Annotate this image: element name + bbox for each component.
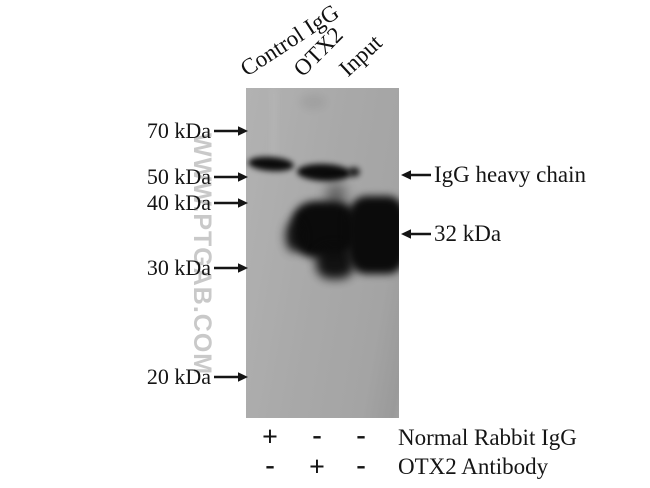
band-lane2-left-nub [285,221,302,252]
annot-arrow-32kda-left-icon [401,229,431,239]
mw-label-70kda: 70 kDa [146,118,211,143]
blot-membrane [246,88,399,418]
matrix-row1-lane3-minus: - [356,420,366,451]
annot-arrow-igg-left-icon [401,170,431,180]
mw-arrow-30kda-right-icon [214,263,248,273]
annot-label-igg-heavy-chain: IgG heavy chain [434,162,586,187]
mw-arrow-20kda-right-icon [214,372,248,382]
annot-label-32kda: 32 kDa [434,221,502,246]
matrix-row2-lane2-plus: + [309,452,325,483]
band-lane3-32kda [347,196,399,274]
matrix-row2-lane1-minus: - [265,450,275,481]
watermark: WWW.PTGAB.COM [188,132,216,376]
matrix-row2-lane3-minus: - [356,450,366,481]
mw-arrow-40kda-right-icon [214,198,248,208]
mw-label-30kda: 30 kDa [146,255,211,280]
matrix-row1-lane2-minus: - [312,420,322,451]
mw-arrow-70kda-right-icon [214,126,248,136]
faint-smudge [300,94,326,110]
matrix-row2-label: OTX2 Antibody [398,454,549,479]
band-lane1-igg-heavy-chain [247,155,295,173]
mw-label-40kda: 40 kDa [146,190,211,215]
membrane-artifact [270,88,278,168]
mw-label-50kda: 50 kDa [146,164,211,189]
matrix-row1-label: Normal Rabbit IgG [398,425,577,450]
band-lane2-igg-heavy-chain [296,163,352,182]
mw-label-20kda: 20 kDa [146,364,211,389]
mw-arrow-50kda-right-icon [214,172,248,182]
band-lane2-igg-nub [348,167,360,177]
matrix-row1-lane1-plus: + [262,422,278,453]
